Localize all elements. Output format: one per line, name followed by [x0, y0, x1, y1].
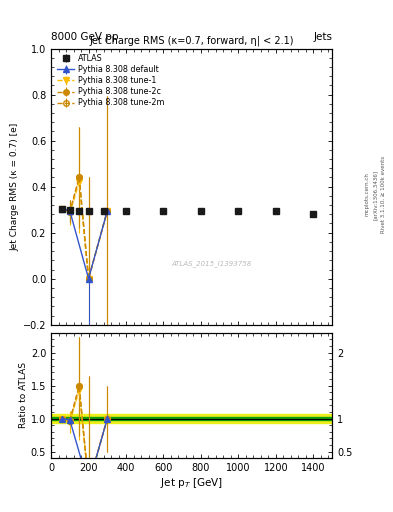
Y-axis label: Ratio to ATLAS: Ratio to ATLAS	[19, 362, 28, 429]
Text: ATLAS_2015_I1393758: ATLAS_2015_I1393758	[171, 261, 252, 267]
Text: Rivet 3.1.10, ≥ 100k events: Rivet 3.1.10, ≥ 100k events	[381, 156, 386, 233]
Bar	[51, 417, 332, 420]
Y-axis label: Jet Charge RMS (κ = 0.7) [e]: Jet Charge RMS (κ = 0.7) [e]	[11, 122, 20, 251]
Title: Jet Charge RMS (κ=0.7, forward, η| < 2.1): Jet Charge RMS (κ=0.7, forward, η| < 2.1…	[89, 35, 294, 46]
X-axis label: Jet p$_{T}$ [GeV]: Jet p$_{T}$ [GeV]	[160, 476, 223, 490]
Text: mcplots.cern.ch: mcplots.cern.ch	[365, 173, 370, 217]
Bar	[51, 414, 332, 423]
Text: Jets: Jets	[313, 32, 332, 42]
Legend: ATLAS, Pythia 8.308 default, Pythia 8.308 tune-1, Pythia 8.308 tune-2c, Pythia 8: ATLAS, Pythia 8.308 default, Pythia 8.30…	[55, 53, 166, 109]
Text: 8000 GeV pp: 8000 GeV pp	[51, 32, 119, 42]
Text: [arXiv:1306.3436]: [arXiv:1306.3436]	[373, 169, 378, 220]
